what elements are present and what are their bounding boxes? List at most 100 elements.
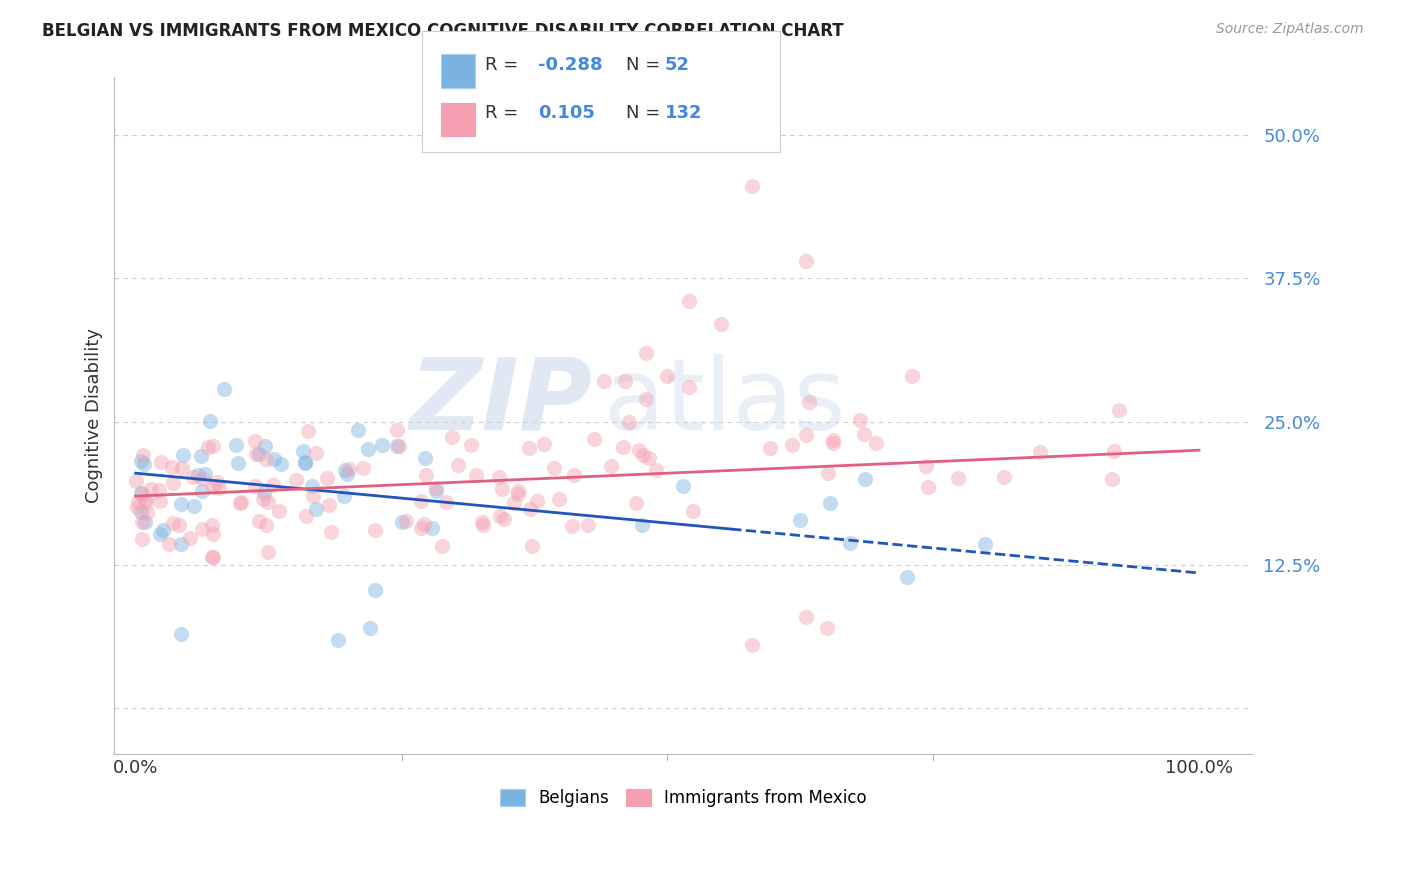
Point (562, 467, 585, 482)
Point (294, 455, 316, 469)
Point (839, 536, 862, 550)
Point (301, 490, 323, 504)
Point (333, 490, 356, 504)
Text: BELGIAN VS IMMIGRANTS FROM MEXICO COGNITIVE DISABILITY CORRELATION CHART: BELGIAN VS IMMIGRANTS FROM MEXICO COGNIT… (42, 22, 844, 40)
Point (162, 516, 184, 531)
Point (526, 494, 548, 508)
Point (267, 504, 290, 518)
Point (252, 491, 274, 506)
Point (794, 428, 817, 442)
Point (172, 460, 194, 475)
Point (305, 446, 328, 460)
Point (387, 439, 409, 453)
Point (388, 439, 411, 453)
Point (148, 483, 170, 497)
Point (357, 442, 380, 457)
Point (201, 550, 224, 565)
Point (245, 447, 267, 461)
Point (645, 463, 668, 477)
Point (228, 456, 250, 470)
Point (395, 514, 418, 528)
Point (326, 632, 349, 647)
Point (460, 438, 482, 452)
Point (190, 522, 212, 536)
Point (295, 508, 318, 523)
Point (626, 496, 648, 510)
Point (1101, 471, 1123, 485)
Point (817, 466, 839, 480)
Point (127, 495, 149, 509)
Point (636, 345, 658, 359)
Point (135, 495, 157, 509)
Point (491, 482, 513, 496)
Point (134, 516, 156, 530)
Point (125, 500, 148, 515)
Point (849, 413, 872, 427)
Point (162, 475, 184, 490)
Point (409, 521, 432, 535)
Point (599, 459, 621, 474)
Point (149, 455, 172, 469)
Point (627, 442, 650, 457)
Point (415, 467, 437, 482)
Point (247, 447, 270, 461)
Point (193, 467, 215, 482)
Point (198, 414, 221, 428)
Point (202, 549, 225, 564)
Point (254, 517, 277, 532)
Point (169, 497, 191, 511)
Point (678, 294, 700, 309)
Point (799, 394, 821, 409)
Point (297, 424, 319, 438)
Point (488, 470, 510, 484)
Point (129, 454, 152, 468)
Point (132, 457, 155, 471)
Point (337, 461, 360, 475)
Point (612, 440, 634, 454)
Point (359, 621, 381, 635)
Point (152, 524, 174, 538)
Point (413, 517, 436, 532)
Point (434, 495, 457, 509)
Point (132, 448, 155, 462)
Point (425, 483, 447, 498)
Point (208, 482, 231, 496)
Point (243, 478, 266, 492)
Point (464, 467, 486, 482)
Point (318, 498, 340, 512)
Point (333, 463, 356, 477)
Point (917, 480, 939, 494)
Point (1108, 402, 1130, 417)
Point (682, 504, 704, 518)
Point (229, 495, 252, 509)
Point (125, 474, 148, 488)
Point (129, 486, 152, 500)
Point (263, 452, 285, 467)
Point (446, 458, 468, 472)
Point (789, 513, 811, 527)
Point (741, 179, 763, 194)
Point (167, 518, 190, 533)
Point (191, 472, 214, 486)
Text: N =: N = (626, 104, 665, 122)
Point (187, 468, 209, 483)
Point (292, 443, 315, 458)
Point (254, 452, 277, 467)
Point (364, 582, 387, 597)
Point (228, 496, 250, 510)
Point (471, 518, 494, 533)
Point (547, 491, 569, 506)
Point (257, 544, 280, 558)
Point (896, 569, 918, 583)
Point (256, 494, 278, 508)
Point (613, 375, 636, 389)
Point (346, 423, 368, 437)
Point (780, 438, 803, 452)
Point (352, 460, 374, 475)
Point (131, 533, 153, 547)
Point (200, 518, 222, 533)
Text: R =: R = (485, 55, 524, 74)
Point (139, 483, 162, 497)
Point (285, 474, 308, 488)
Point (561, 519, 583, 533)
